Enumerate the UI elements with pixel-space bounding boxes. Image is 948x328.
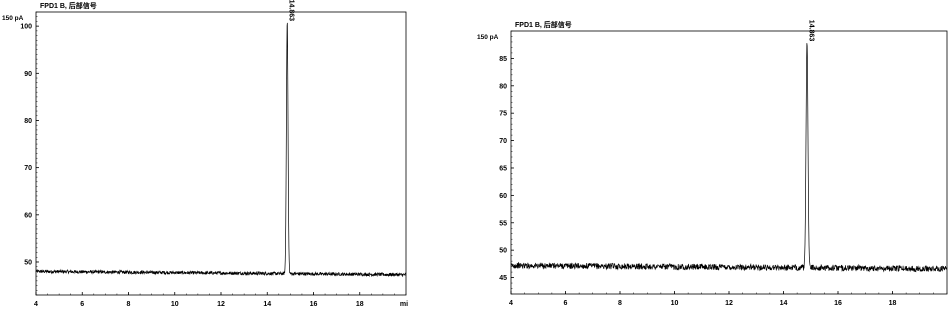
x-axis: 4 6 8 10 12 14 16 18 mi: [34, 292, 408, 308]
y-axis: 100 90 80 70 60 50: [20, 11, 39, 296]
chart-title: FPD1 B, 后部信号: [40, 1, 97, 10]
x-tick-label: 4: [509, 300, 513, 307]
peak-label: 14.863: [808, 20, 815, 42]
y-unit-label: 150 pA: [2, 15, 24, 22]
y-tick-label: 100: [20, 24, 32, 31]
y-tick-label: 80: [499, 83, 507, 90]
y-tick-label: 60: [24, 212, 32, 219]
x-tick-label: 8: [127, 301, 131, 308]
chart-title: FPD1 B, 后部信号: [515, 20, 572, 29]
y-unit-label: 150 pA: [477, 34, 499, 41]
x-tick-label: 6: [564, 300, 568, 307]
y-axis: 85 80 75 70 65 60 55 50 45: [499, 30, 514, 295]
y-tick-label: 70: [499, 138, 507, 145]
y-tick-label: 55: [499, 220, 507, 227]
plot-frame: [35, 11, 407, 296]
x-tick-label: 16: [834, 300, 842, 307]
peak-label: 14.863: [288, 0, 295, 21]
x-tick-label: 12: [217, 301, 225, 308]
y-tick-label: 90: [24, 71, 32, 78]
x-tick-label: 4: [34, 301, 38, 308]
x-unit-label: mi: [400, 301, 408, 308]
x-tick-label: 14: [780, 300, 788, 307]
chromatogram-right: FPD1 B, 后部信号 150 pA 85 80 75 70 65 60 55 50 45 4 6 8 1…: [474, 0, 948, 323]
y-tick-label: 60: [499, 193, 507, 200]
x-tick-label: 10: [671, 300, 679, 307]
x-tick-label: 12: [725, 300, 733, 307]
chromatogram-left-svg: FPD1 B, 后部信号 150 pA 100 90 80 70 60 50 4 6 8 10 12 14…: [2, 0, 408, 308]
signal-trace: [35, 22, 407, 278]
x-tick-label: 10: [171, 301, 179, 308]
x-tick-label: 8: [618, 300, 622, 307]
y-tick-label: 50: [24, 259, 32, 266]
y-tick-label: 45: [499, 275, 507, 282]
plot-frame: [510, 30, 948, 295]
y-tick-label: 70: [24, 165, 32, 172]
x-axis: 4 6 8 10 12 14 16 18: [509, 291, 948, 307]
y-tick-label: 65: [499, 165, 507, 172]
x-tick-label: 16: [310, 301, 318, 308]
x-tick-label: 6: [80, 301, 84, 308]
chromatogram-right-svg: FPD1 B, 后部信号 150 pA 85 80 75 70 65 60 55 50 45 4 6 8 1…: [477, 20, 948, 307]
x-tick-label: 14: [263, 301, 271, 308]
chromatogram-left: FPD1 B, 后部信号 150 pA 100 90 80 70 60 50 4 6 8 10 12 14…: [0, 0, 474, 323]
y-tick-label: 75: [499, 111, 507, 118]
y-tick-label: 85: [499, 56, 507, 63]
y-tick-label: 50: [499, 248, 507, 255]
signal-trace: [510, 43, 948, 273]
x-tick-label: 18: [356, 301, 364, 308]
y-tick-label: 80: [24, 118, 32, 125]
x-tick-label: 18: [889, 300, 897, 307]
